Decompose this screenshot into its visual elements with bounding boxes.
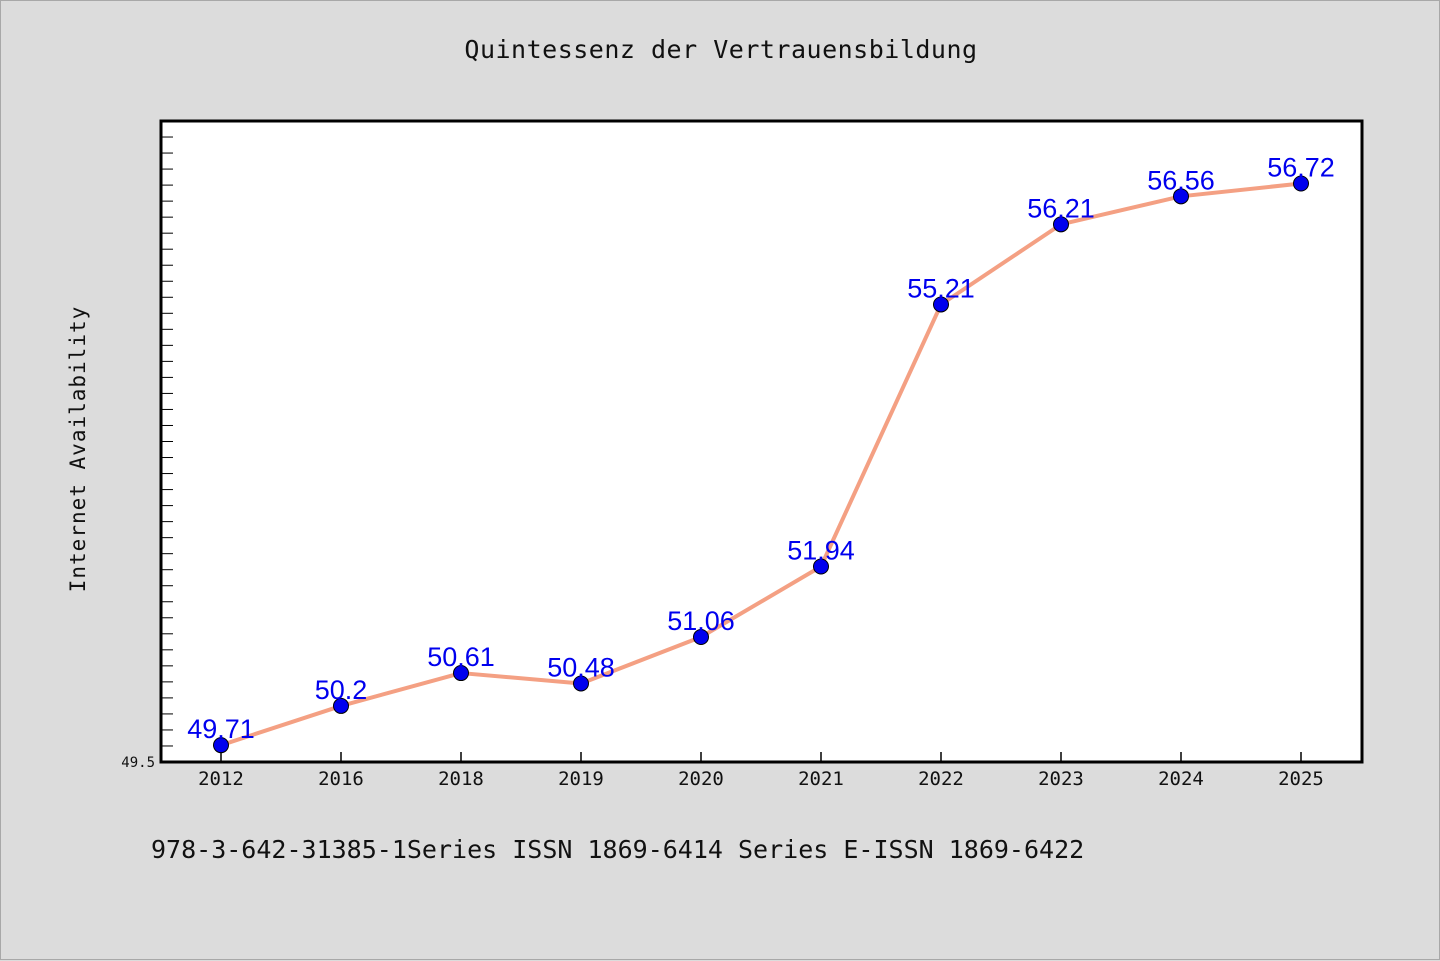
y-axis-title: Internet Availability [66, 306, 90, 593]
x-tick-label: 2016 [318, 768, 364, 790]
data-point [1293, 175, 1309, 192]
data-label: 49.71 [187, 714, 255, 744]
x-axis-ticks: 2012 2016 2018 2019 2020 2021 2022 2023 2024 2025 [198, 752, 1324, 790]
series-line [220, 181, 1302, 748]
x-tick-label: 2018 [438, 768, 484, 790]
data-point [453, 665, 469, 682]
data-label: 51.06 [667, 606, 735, 636]
data-label: 56.72 [1267, 152, 1335, 182]
data-label: 56.56 [1147, 165, 1215, 195]
x-tick-label: 2025 [1278, 768, 1324, 790]
data-point [1173, 188, 1189, 205]
data-point [573, 675, 589, 692]
data-point [813, 558, 829, 575]
plot-area [159, 119, 1364, 764]
data-point [213, 737, 229, 754]
data-label: 55.21 [907, 273, 975, 303]
data-point [333, 697, 349, 714]
x-tick-label: 2022 [918, 768, 964, 790]
series-layer: 49.71 50.2 50.61 50.48 51.06 51.94 55.21 56.21 5… [187, 152, 1335, 754]
data-label: 50.48 [547, 652, 615, 682]
data-label: 51.94 [787, 535, 855, 565]
data-label: 56.21 [1027, 193, 1095, 223]
x-tick-label: 2023 [1038, 768, 1084, 790]
data-point [693, 629, 709, 646]
chart-title: Quintessenz der Vertrauensbildung [464, 35, 978, 64]
data-label: 50.2 [315, 675, 368, 705]
data-point [933, 296, 949, 313]
x-tick-label: 2012 [198, 768, 244, 790]
y-axis-ticks: 49.5 [121, 136, 173, 771]
x-tick-label: 2019 [558, 768, 604, 790]
x-tick-label: 2021 [798, 768, 844, 790]
isbn-caption: 978-3-642-31385-1Series ISSN 1869-6414 S… [151, 835, 1085, 864]
y-tick-label: 49.5 [121, 755, 155, 771]
x-tick-label: 2020 [678, 768, 724, 790]
data-label: 50.61 [427, 642, 495, 672]
data-point [1053, 216, 1069, 233]
x-tick-label: 2024 [1158, 768, 1204, 790]
